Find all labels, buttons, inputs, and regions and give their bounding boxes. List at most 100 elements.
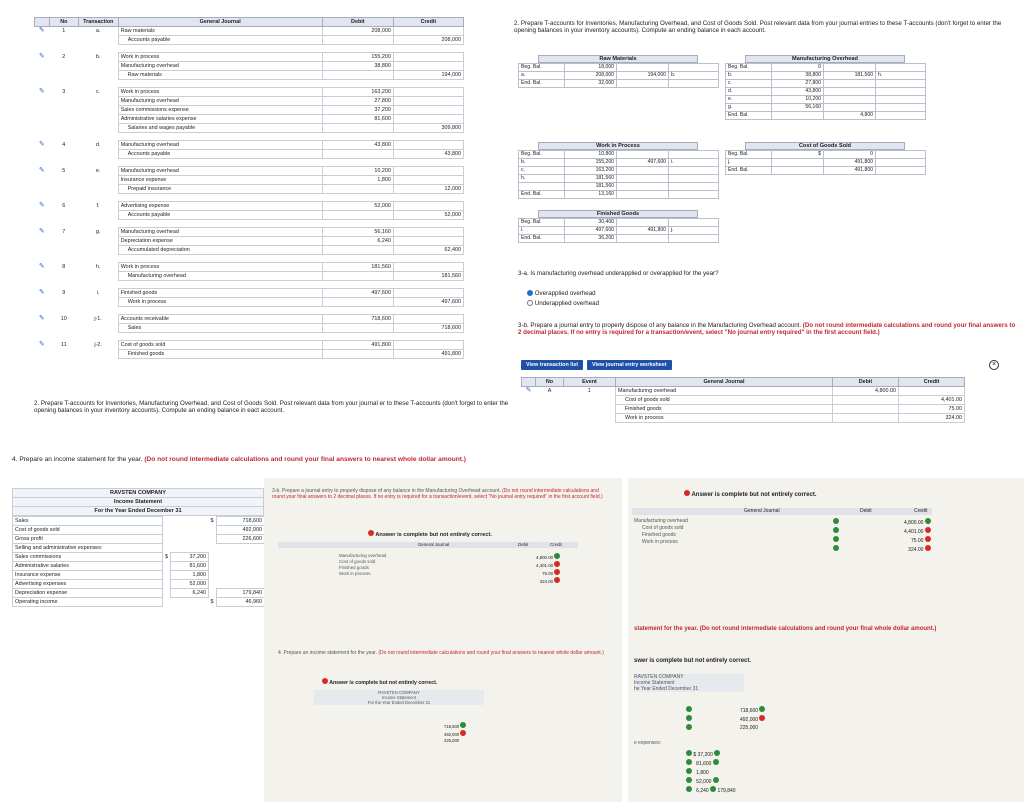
close-icon[interactable]: × bbox=[989, 360, 999, 370]
t-label-right[interactable] bbox=[875, 158, 926, 167]
overapplied-option[interactable]: Overapplied overhead bbox=[527, 290, 596, 297]
t-credit[interactable] bbox=[823, 95, 876, 104]
t-debit[interactable]: 155,200 bbox=[564, 158, 617, 167]
t-label-left[interactable]: End. Bal. bbox=[725, 111, 772, 120]
journal-debit[interactable]: 163,200 bbox=[321, 87, 394, 97]
edit-pencil-icon[interactable]: ✎ bbox=[38, 167, 45, 174]
journal-credit[interactable] bbox=[392, 26, 465, 36]
journal-credit[interactable]: 43,800 bbox=[392, 149, 465, 159]
journal-credit[interactable] bbox=[392, 314, 465, 324]
journal-debit[interactable]: 43,800 bbox=[321, 140, 394, 150]
t-credit[interactable] bbox=[616, 150, 669, 159]
journal-credit[interactable]: 309,800 bbox=[392, 123, 465, 133]
journal-credit[interactable]: 718,600 bbox=[392, 323, 465, 333]
t-label-left[interactable]: b. bbox=[518, 158, 565, 167]
income-amount-1[interactable]: 81,600 bbox=[170, 561, 209, 571]
journal-account[interactable]: Work in process bbox=[117, 297, 323, 307]
view-journal-worksheet-button[interactable]: View journal entry worksheet bbox=[587, 360, 672, 370]
edit-pencil-icon[interactable]: ✎ bbox=[38, 53, 45, 60]
t-label-right[interactable] bbox=[668, 234, 719, 243]
income-amount-2[interactable]: 226,600 bbox=[216, 534, 265, 544]
income-amount-1[interactable]: 52,000 bbox=[170, 579, 209, 589]
t-debit[interactable]: 181,560 bbox=[564, 182, 617, 191]
t-label-right[interactable] bbox=[875, 103, 926, 112]
income-label[interactable]: Selling and administrative expenses: bbox=[12, 543, 163, 553]
journal-debit[interactable]: 38,800 bbox=[321, 61, 394, 71]
q3b-credit[interactable]: 4,401.00 bbox=[898, 395, 965, 405]
journal-debit[interactable] bbox=[321, 184, 394, 194]
q3b-debit[interactable] bbox=[832, 413, 899, 423]
t-debit[interactable]: 10,800 bbox=[564, 150, 617, 159]
journal-debit[interactable] bbox=[321, 149, 394, 159]
edit-pencil-icon[interactable]: ✎ bbox=[38, 289, 45, 296]
t-label-left[interactable]: Beg. Bal. bbox=[725, 63, 772, 72]
edit-pencil-icon[interactable]: ✎ bbox=[38, 315, 45, 322]
income-amount-2[interactable]: 718,600 bbox=[216, 516, 265, 526]
income-amount-1[interactable] bbox=[171, 526, 209, 535]
journal-account[interactable]: Administrative salaries expense bbox=[117, 114, 323, 124]
t-debit[interactable]: 208,000 bbox=[564, 71, 617, 80]
income-label[interactable]: Administrative salaries bbox=[12, 561, 163, 571]
income-amount-2[interactable] bbox=[217, 553, 265, 562]
t-label-right[interactable]: b. bbox=[668, 71, 719, 80]
t-credit[interactable]: 194,000 bbox=[616, 71, 669, 80]
t-label-right[interactable] bbox=[875, 150, 926, 159]
t-label-right[interactable] bbox=[668, 174, 719, 183]
q3b-credit[interactable]: 324.00 bbox=[898, 413, 965, 423]
t-credit[interactable] bbox=[616, 79, 669, 88]
t-credit[interactable]: 497,600 bbox=[616, 158, 669, 167]
t-label-left[interactable]: e. bbox=[725, 95, 772, 104]
t-label-left[interactable]: End. Bal. bbox=[518, 234, 565, 243]
q3b-debit[interactable]: 4,800.00 bbox=[832, 386, 899, 396]
underapplied-option[interactable]: Underapplied overhead bbox=[527, 300, 599, 307]
t-label-right[interactable] bbox=[875, 63, 926, 72]
t-debit[interactable]: 30,400 bbox=[564, 218, 617, 227]
journal-account[interactable]: Manufacturing overhead bbox=[117, 61, 323, 71]
journal-account[interactable]: Work in process bbox=[117, 52, 323, 62]
t-label-right[interactable] bbox=[875, 111, 926, 120]
t-label-right[interactable] bbox=[668, 79, 719, 88]
journal-account[interactable]: Accounts payable bbox=[117, 35, 323, 45]
journal-credit[interactable] bbox=[392, 236, 465, 246]
journal-credit[interactable] bbox=[392, 87, 465, 97]
journal-account[interactable]: Salaries and wages payable bbox=[117, 123, 323, 133]
t-debit[interactable] bbox=[771, 111, 824, 120]
t-label-right[interactable] bbox=[875, 166, 926, 175]
journal-credit[interactable] bbox=[392, 201, 465, 211]
income-amount-1[interactable] bbox=[171, 535, 209, 544]
t-label-left[interactable]: j. bbox=[725, 158, 772, 167]
income-label[interactable]: Operating income bbox=[12, 597, 163, 607]
t-credit[interactable] bbox=[823, 103, 876, 112]
journal-account[interactable]: Prepaid insurance bbox=[117, 184, 323, 194]
journal-debit[interactable]: 37,200 bbox=[321, 105, 394, 115]
income-amount-1[interactable] bbox=[171, 598, 209, 607]
t-credit[interactable]: 0 bbox=[823, 150, 876, 159]
view-transaction-list-button[interactable]: View transaction list bbox=[521, 360, 584, 370]
journal-debit[interactable] bbox=[321, 70, 394, 80]
t-label-left[interactable]: c. bbox=[518, 166, 565, 175]
journal-account[interactable]: Finished goods bbox=[117, 349, 323, 359]
journal-credit[interactable] bbox=[392, 114, 465, 124]
t-debit[interactable]: 497,600 bbox=[564, 226, 617, 235]
income-label[interactable]: Depreciation expense bbox=[12, 588, 163, 598]
journal-debit[interactable]: 155,200 bbox=[321, 52, 394, 62]
income-amount-1[interactable]: 1,800 bbox=[170, 570, 209, 580]
t-credit[interactable]: 491,800 bbox=[823, 166, 876, 175]
journal-debit[interactable]: 208,000 bbox=[321, 26, 394, 36]
journal-account[interactable]: Raw materials bbox=[117, 26, 323, 36]
journal-account[interactable]: Accumulated depreciation bbox=[117, 245, 323, 255]
radio-selected-icon[interactable] bbox=[527, 290, 533, 297]
income-amount-2[interactable]: 179,840 bbox=[216, 588, 265, 598]
t-credit[interactable]: 491,800 bbox=[823, 158, 876, 167]
journal-account[interactable]: Sales bbox=[117, 323, 323, 333]
journal-credit[interactable] bbox=[392, 288, 465, 298]
q3b-credit[interactable] bbox=[898, 386, 965, 396]
t-label-left[interactable]: Beg. Bal. bbox=[725, 150, 772, 159]
t-credit[interactable] bbox=[616, 190, 669, 199]
journal-debit[interactable]: 181,560 bbox=[321, 262, 394, 272]
q3b-account[interactable]: Cost of goods sold bbox=[615, 395, 833, 405]
q3b-account[interactable]: Manufacturing overhead bbox=[615, 386, 833, 396]
t-debit[interactable]: 27,800 bbox=[771, 79, 824, 88]
journal-debit[interactable] bbox=[321, 35, 394, 45]
edit-pencil-icon[interactable]: ✎ bbox=[38, 88, 45, 95]
